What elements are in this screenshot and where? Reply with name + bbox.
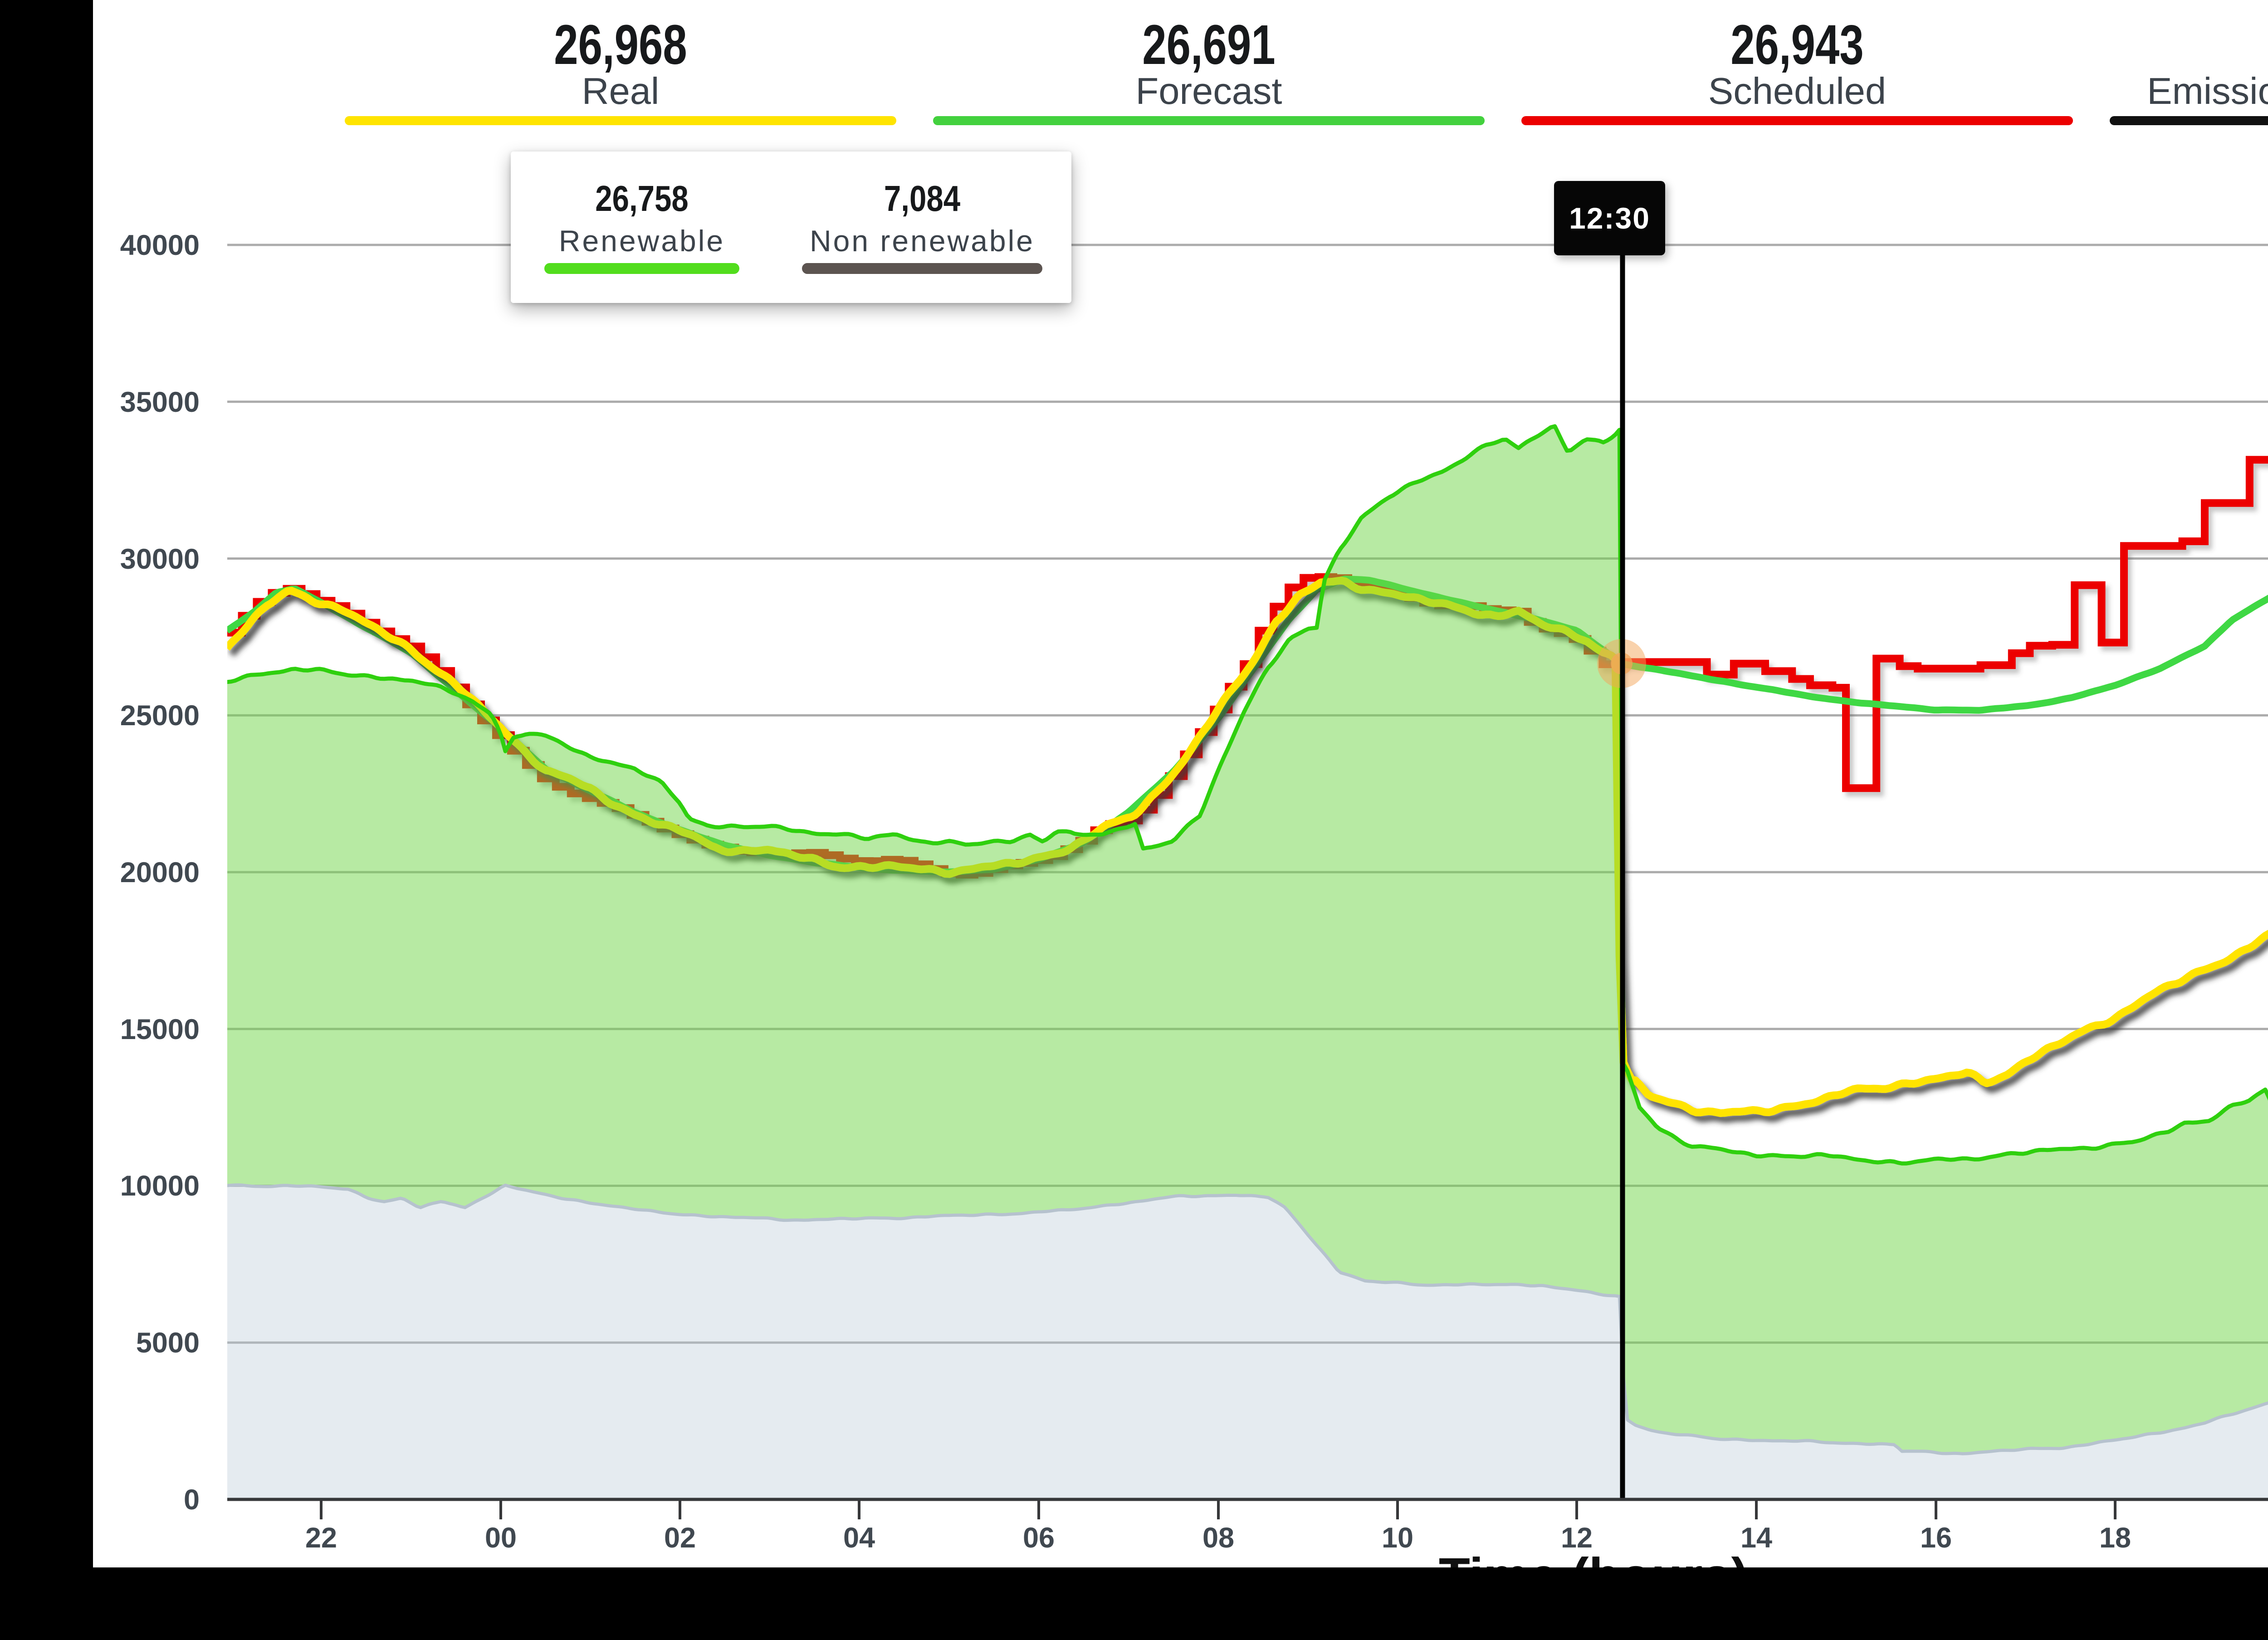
svg-text:20000: 20000 [120,857,200,888]
svg-text:0: 0 [184,1484,200,1516]
svg-text:08: 08 [1202,1522,1234,1554]
svg-text:40000: 40000 [120,229,200,261]
svg-text:25000: 25000 [120,700,200,732]
svg-text:15000: 15000 [120,1014,200,1045]
svg-text:12: 12 [1561,1522,1593,1554]
svg-text:35000: 35000 [120,386,200,418]
svg-text:00: 00 [485,1522,517,1554]
svg-text:30000: 30000 [120,543,200,575]
svg-text:02: 02 [664,1522,696,1554]
svg-text:06: 06 [1023,1522,1055,1554]
svg-text:10000: 10000 [120,1170,200,1202]
svg-text:16: 16 [1920,1522,1952,1554]
svg-text:22: 22 [305,1522,337,1554]
svg-text:14: 14 [1740,1522,1772,1554]
svg-text:18: 18 [2099,1522,2131,1554]
svg-text:10: 10 [1382,1522,1413,1554]
svg-text:04: 04 [843,1522,875,1554]
svg-text:5000: 5000 [136,1327,200,1359]
